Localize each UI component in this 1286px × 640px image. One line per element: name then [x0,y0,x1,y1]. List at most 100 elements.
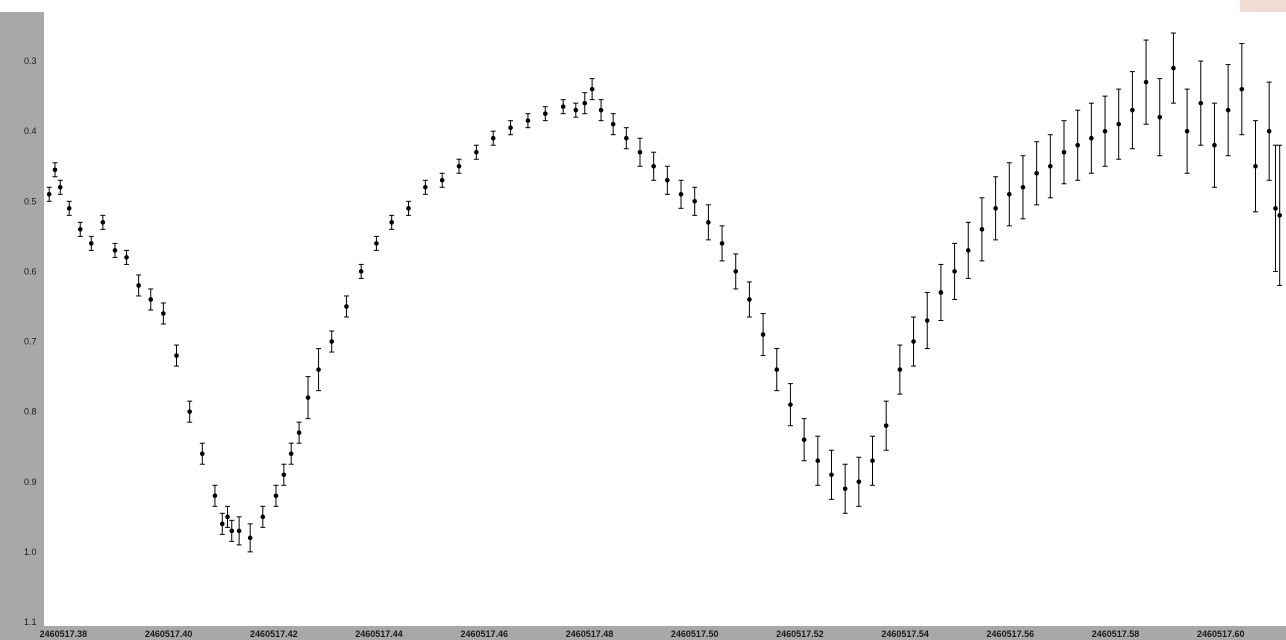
data-point [815,435,821,486]
x-tick-label: 2460517.46 [460,629,508,639]
data-point [1143,39,1149,125]
data-point [651,151,657,181]
x-axis-band [0,626,1286,640]
data-marker [1253,163,1258,169]
data-point [57,179,63,195]
data-point [373,235,379,251]
data-point [1266,81,1272,181]
data-marker [1116,121,1122,127]
data-point [965,221,971,279]
x-tick-label: 2460517.58 [1092,629,1140,639]
data-point [1061,120,1067,185]
data-marker [1212,142,1217,148]
data-marker [979,227,985,232]
data-point [1239,43,1245,136]
data-marker [423,184,428,190]
data-point [897,344,903,395]
y-tick-label: 1.0 [24,547,37,557]
data-marker [1034,170,1039,176]
data-marker [598,107,604,113]
data-marker [801,437,807,443]
data-marker [747,297,752,302]
data-point [979,197,985,262]
data-point [589,78,595,101]
data-marker [273,493,279,499]
data-marker [1225,107,1231,113]
data-marker [229,528,235,534]
data-marker [692,199,697,204]
data-point [842,463,848,514]
data-marker [842,486,848,492]
y-tick-labels: 0.3 0.4 0.5 0.6 0.7 0.8 0.9 1.0 1.1 [24,56,37,627]
data-marker [1089,135,1094,141]
data-marker [358,269,364,274]
data-point [525,113,531,129]
data-marker [1157,114,1163,120]
data-point [490,130,496,146]
data-point [329,330,335,353]
data-point [343,295,349,318]
data-point [288,442,294,465]
data-point [174,344,180,367]
data-marker [344,304,349,309]
data-point [1272,144,1278,272]
data-marker [161,311,166,316]
x-tick-label: 2460517.48 [566,629,614,639]
data-marker [296,430,302,435]
data-point [225,505,231,528]
data-point [1225,64,1231,157]
data-point [187,400,193,423]
data-marker [57,184,63,190]
data-point [623,127,629,150]
data-marker [637,149,643,155]
data-point [993,176,999,241]
data-marker [1277,213,1282,218]
data-point [52,162,58,178]
data-point [870,435,876,486]
data-point [1170,32,1176,104]
data-marker [573,107,579,113]
data-point [598,99,604,122]
data-marker [560,104,566,109]
data-point [406,200,412,216]
data-marker [1020,184,1026,190]
data-marker [719,241,725,246]
data-point [774,348,780,392]
data-marker [1239,86,1245,92]
x-tick-label: 2460517.38 [40,629,88,639]
data-marker [1171,65,1176,71]
data-point [952,242,958,300]
data-point [692,186,698,216]
data-marker [883,423,889,428]
data-point [389,214,395,230]
data-marker [456,163,462,169]
data-marker [199,451,205,457]
data-point [1020,155,1026,220]
x-tick-label: 2460517.54 [881,629,929,639]
data-point [88,235,94,251]
y-tick-label: 0.7 [24,337,37,347]
data-point [610,113,616,136]
data-marker [439,177,445,183]
data-marker [870,458,875,464]
x-tick-label: 2460517.60 [1197,629,1245,639]
data-points [46,32,1283,553]
data-point [911,316,917,367]
data-point [273,484,279,507]
y-tick-label: 1.1 [24,617,37,627]
data-point [1129,71,1135,150]
x-tick-label: 2460517.44 [355,629,403,639]
data-marker [938,290,944,295]
y-tick-label: 0.8 [24,407,37,417]
data-point [316,348,322,392]
data-point [856,456,862,507]
data-marker [1048,163,1053,169]
data-point [1184,88,1190,174]
data-marker [389,220,394,225]
data-marker [66,206,72,211]
data-marker [260,514,266,520]
data-point [77,221,83,237]
data-point [705,204,711,241]
y-axis-band [0,12,44,640]
